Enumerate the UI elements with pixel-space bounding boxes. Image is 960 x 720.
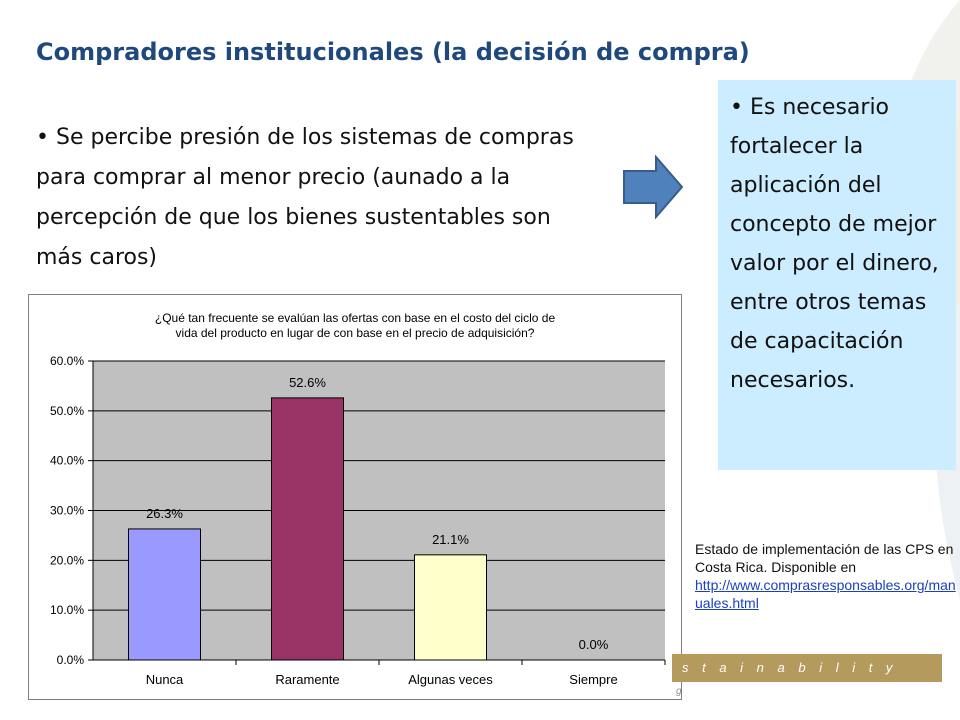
slide-title: Compradores institucionales (la decisión… xyxy=(36,38,750,66)
bar-algunas-veces xyxy=(414,554,487,661)
x-tick-label: Algunas veces xyxy=(408,672,493,687)
bar-raramente xyxy=(271,397,344,661)
brand-subtext: g xyxy=(676,686,682,697)
y-tick-label: 10.0% xyxy=(50,603,84,617)
right-arrow-icon xyxy=(623,155,684,219)
bar-nunca xyxy=(128,528,201,661)
chart-canvas: ¿Qué tan frecuente se evalúan las oferta… xyxy=(50,311,666,687)
chart-title-line-1: ¿Qué tan frecuente se evalúan las oferta… xyxy=(155,311,556,325)
left-bullet-text: Se percibe presión de los sistemas de co… xyxy=(36,125,574,270)
bar-chart: ¿Qué tan frecuente se evalúan las oferta… xyxy=(28,294,682,700)
y-tick-label: 20.0% xyxy=(50,553,84,567)
highlight-box: • Es necesario fortalecer la aplicación … xyxy=(718,80,956,470)
y-tick-label: 60.0% xyxy=(50,354,84,368)
left-bullet: • Se percibe presión de los sistemas de … xyxy=(36,118,596,278)
x-tick-label: Raramente xyxy=(275,672,339,687)
bullet-dot: • xyxy=(730,95,750,120)
bullet-dot: • xyxy=(36,125,56,150)
x-tick-label: Siempre xyxy=(569,672,617,687)
data-label: 21.1% xyxy=(432,532,469,547)
y-tick-label: 40.0% xyxy=(50,454,84,468)
y-tick-label: 30.0% xyxy=(50,504,84,518)
y-tick-label: 50.0% xyxy=(50,404,84,418)
data-label: 26.3% xyxy=(146,506,183,521)
plot-area: 0.0% 10.0% 20.0% 30.0% 40.0% 50.0% 60.0% 26.3% N… xyxy=(50,354,666,687)
brand-band: s t a i n a b i l i t y xyxy=(672,654,942,682)
data-label: 52.6% xyxy=(289,375,326,390)
chart-title-line-2: vida del producto en lugar de con base e… xyxy=(176,326,535,340)
source-link[interactable]: http://www.comprasresponsables.org/manua… xyxy=(695,577,956,611)
right-bullet-text: Es necesario fortalecer la aplicación de… xyxy=(730,95,939,393)
x-tick-label: Nunca xyxy=(146,672,184,687)
source-note: Estado de implementación de las CPS en C… xyxy=(695,540,957,612)
y-tick-label: 0.0% xyxy=(57,653,85,667)
data-label: 0.0% xyxy=(579,637,609,652)
source-text: Estado de implementación de las CPS en C… xyxy=(695,541,954,575)
